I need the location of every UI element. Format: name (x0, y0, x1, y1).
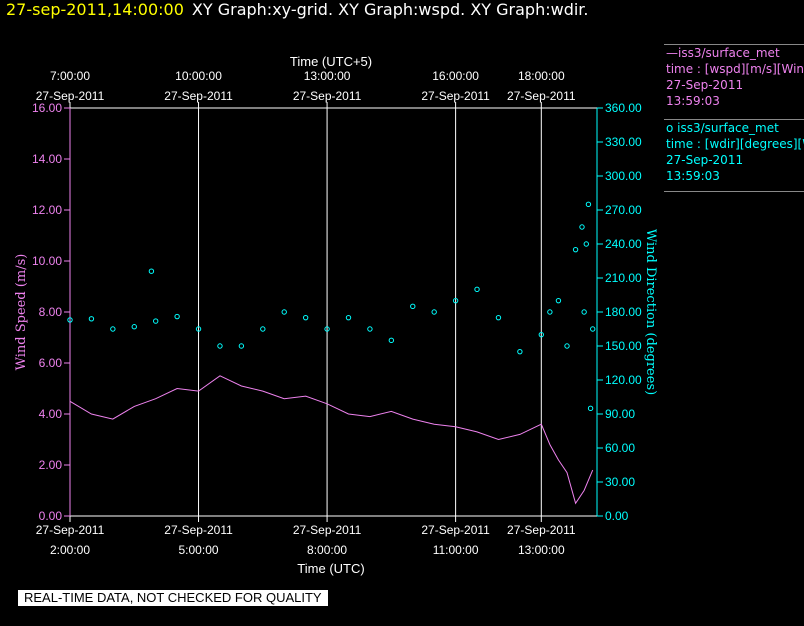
right-tick-label: 300.00 (605, 169, 642, 183)
wind-direction-point (260, 326, 266, 332)
right-tick-label: 30.00 (605, 475, 635, 489)
wind-direction-point (324, 326, 330, 332)
left-axis-label: Wind Speed (m/s) (14, 254, 29, 371)
wind-direction-point (281, 309, 287, 315)
left-tick-label: 8.00 (39, 305, 63, 319)
wind-direction-point (388, 337, 395, 344)
wind-direction-point (474, 286, 480, 293)
right-tick-label: 180.00 (605, 305, 642, 319)
wind-direction-point (517, 348, 523, 355)
legend-dir-variable: time : [wdir][degrees][Wind (666, 137, 804, 151)
wind-direction-point (583, 241, 589, 247)
wind-direction-point (88, 316, 95, 322)
legend-speed-time: 13:59:03 (666, 94, 720, 108)
wind-direction-point (67, 317, 73, 323)
right-tick-label: 120.00 (605, 373, 642, 387)
bottom-tick-time: 11:00:00 (433, 543, 479, 557)
right-axis-label: Wind Direction (degrees) (643, 229, 658, 395)
left-tick-label: 0.00 (39, 509, 63, 523)
right-tick-label: 210.00 (605, 271, 642, 285)
top-axis-label: Time (UTC+5) (290, 54, 372, 69)
wind-direction-point (538, 331, 545, 338)
top-tick-time: 16:00:00 (432, 69, 479, 83)
wind-direction-point (302, 314, 309, 321)
right-tick-label: 240.00 (605, 237, 642, 251)
bottom-tick-date: 27-Sep-2011 (293, 523, 362, 537)
legend-dir-source: o iss3/surface_met (666, 121, 779, 135)
bottom-tick-time: 5:00:00 (179, 543, 219, 557)
top-tick-date: 27-Sep-2011 (164, 89, 233, 103)
right-tick-label: 60.00 (605, 441, 635, 455)
plot-frame (69, 107, 598, 517)
wind-direction-point (585, 201, 592, 208)
wind-direction-point (174, 313, 180, 320)
left-tick-label: 10.00 (32, 254, 62, 268)
wind-direction-point (495, 314, 502, 321)
right-tick-label: 90.00 (605, 407, 635, 421)
bottom-tick-date: 27-Sep-2011 (164, 523, 233, 537)
wind-direction-point (345, 314, 352, 321)
wind-direction-point (217, 343, 223, 349)
bottom-axis-label: Time (UTC) (297, 561, 364, 576)
wind-direction-point (195, 326, 202, 332)
bottom-tick-time: 2:00:00 (50, 543, 90, 557)
wind-speed-line (69, 375, 594, 505)
right-tick-label: 0.00 (605, 509, 629, 523)
wind-direction-point (431, 309, 437, 315)
left-tick-label: 6.00 (39, 356, 63, 370)
wind-direction-point (579, 224, 585, 230)
wind-direction-point (581, 309, 587, 315)
wind-direction-point (110, 326, 116, 332)
right-tick-label: 270.00 (605, 203, 642, 217)
top-tick-time: 13:00:00 (304, 69, 351, 83)
left-tick-label: 2.00 (39, 458, 63, 472)
top-tick-time: 10:00:00 (175, 69, 222, 83)
bottom-tick-date: 27-Sep-2011 (421, 523, 490, 537)
legend-dir-date: 27-Sep-2011 (666, 153, 744, 167)
wind-direction-point (547, 309, 553, 315)
left-tick-label: 14.00 (32, 152, 62, 166)
wind-direction-point (555, 297, 562, 304)
legend-dir-time: 13:59:03 (666, 169, 720, 183)
legend-speed-source: —iss3/surface_met (666, 46, 780, 60)
wind-direction-point (238, 343, 245, 349)
graph-header: 27-sep-2011,14:00:00 XY Graph:xy-grid. XY… (6, 0, 589, 19)
wind-direction-point (131, 324, 137, 330)
right-tick-label: 360.00 (605, 101, 642, 115)
legend-wind-speed: —iss3/surface_met time : [wspd][m/s][Win… (664, 44, 804, 120)
wind-direction-point (152, 318, 159, 324)
wind-direction-point (148, 268, 155, 274)
left-tick-label: 4.00 (39, 407, 63, 421)
wind-direction-point (367, 326, 373, 332)
legend-speed-variable: time : [wspd][m/s][Wind (666, 62, 804, 76)
top-tick-date: 27-Sep-2011 (507, 89, 576, 103)
top-tick-date: 27-Sep-2011 (293, 89, 362, 103)
bottom-tick-time: 8:00:00 (307, 543, 347, 557)
top-tick-date: 27-Sep-2011 (36, 89, 105, 103)
top-tick-date: 27-Sep-2011 (421, 89, 490, 103)
quality-notice: REAL-TIME DATA, NOT CHECKED FOR QUALITY (18, 590, 328, 606)
legend-speed-date: 27-Sep-2011 (666, 78, 744, 92)
wind-direction-point (564, 343, 570, 349)
bottom-tick-date: 27-Sep-2011 (36, 523, 105, 537)
wind-direction-point (587, 405, 594, 412)
wind-direction-point (452, 297, 459, 304)
legend-wind-direction: o iss3/surface_met time : [wdir][degrees… (664, 120, 804, 192)
top-tick-time: 18:00:00 (518, 69, 565, 83)
top-tick-time: 7:00:00 (50, 69, 90, 83)
left-tick-label: 16.00 (32, 101, 62, 115)
right-tick-label: 330.00 (605, 135, 642, 149)
wind-direction-point (572, 246, 579, 253)
graph-titles: XY Graph:xy-grid. XY Graph:wspd. XY Grap… (191, 0, 589, 19)
timestamp-label: 27-sep-2011,14:00:00 (6, 0, 184, 19)
left-tick-label: 12.00 (32, 203, 62, 217)
bottom-tick-date: 27-Sep-2011 (507, 523, 576, 537)
bottom-tick-time: 13:00:00 (518, 543, 565, 557)
wind-direction-point (410, 303, 416, 310)
right-tick-label: 150.00 (605, 339, 642, 353)
wind-direction-point (590, 326, 596, 332)
